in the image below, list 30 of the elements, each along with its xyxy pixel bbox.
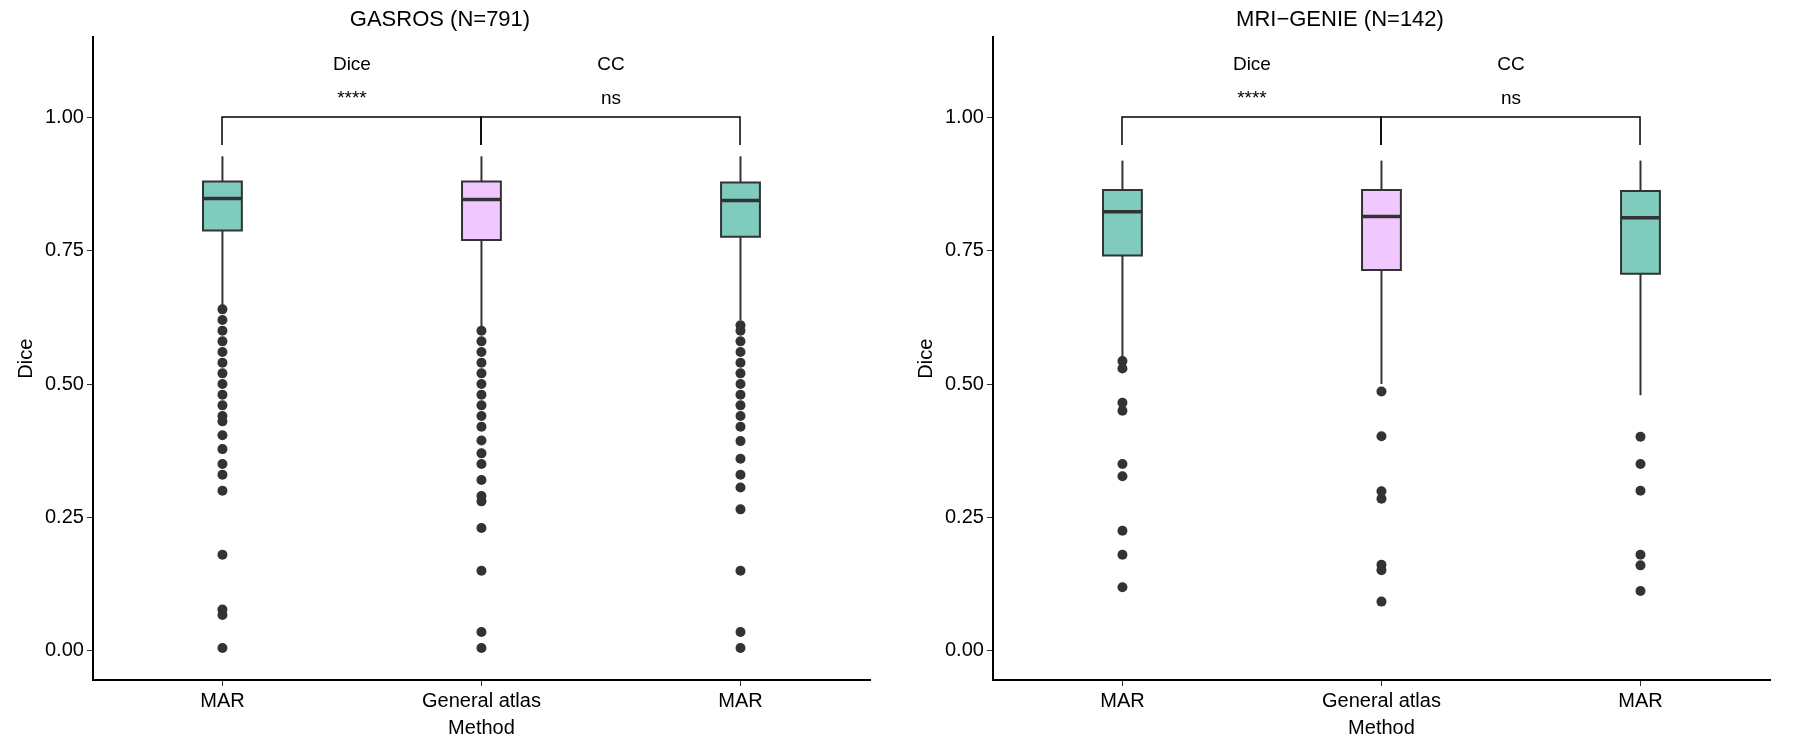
y-tick-label: 0.75 xyxy=(44,238,84,261)
y-tick-label: 1.00 xyxy=(44,104,84,127)
y-tick-label: 0.25 xyxy=(944,504,984,527)
y-tick-label: 1.00 xyxy=(944,104,984,127)
y-tick-label: 0.00 xyxy=(944,638,984,661)
y-tick-label: 0.25 xyxy=(44,504,84,527)
x-axis-title: Method xyxy=(1348,715,1415,738)
chart-title: MRI−GENIE (N=142) xyxy=(1236,6,1444,32)
y-axis-title: Dice xyxy=(913,338,936,379)
y-tick-label: 0.50 xyxy=(944,371,984,394)
annotation: ns xyxy=(1500,87,1522,110)
x-tick-label: General atlas xyxy=(421,688,541,711)
annotation: CC xyxy=(597,53,625,76)
annotation: **** xyxy=(1237,87,1267,110)
x-tick-label: MAR xyxy=(718,688,763,711)
annotation: **** xyxy=(337,87,367,110)
x-tick-label: General atlas xyxy=(1321,688,1441,711)
annotation: CC xyxy=(1497,53,1525,76)
x-axis-title: Method xyxy=(448,715,515,738)
y-tick-label: 0.00 xyxy=(44,638,84,661)
x-tick-label: MAR xyxy=(1618,688,1663,711)
y-tick-label: 0.75 xyxy=(944,238,984,261)
x-tick-label: MAR xyxy=(200,688,245,711)
y-axis-title: Dice xyxy=(13,338,36,379)
chart-title: GASROS (N=791) xyxy=(349,6,531,32)
annotation: ns xyxy=(600,87,622,110)
annotation: Dice xyxy=(1232,53,1271,76)
annotation: Dice xyxy=(332,53,371,76)
y-tick-label: 0.50 xyxy=(44,371,84,394)
x-tick-label: MAR xyxy=(1100,688,1145,711)
